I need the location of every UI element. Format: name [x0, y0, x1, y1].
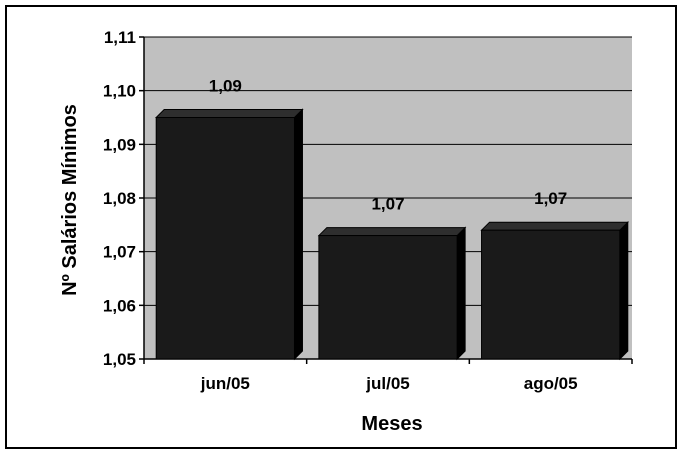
bar-side: [619, 220, 629, 361]
bar-front: [318, 235, 458, 360]
bar: [480, 220, 630, 361]
y-tick-label: 1,09: [103, 135, 136, 154]
bar-side: [293, 108, 303, 361]
y-tick-label: 1,06: [103, 296, 136, 315]
data-labels: 1,09 1,07 1,07: [209, 77, 567, 214]
bar-front: [481, 229, 621, 360]
data-label: 1,09: [209, 77, 242, 96]
y-tick-label: 1,05: [103, 350, 136, 369]
x-tick-label: jun/05: [200, 374, 250, 393]
bar: [317, 226, 467, 361]
x-axis-title: Meses: [361, 413, 422, 435]
y-tick-labels: 1,05 1,06 1,07 1,08 1,09 1,10 1,11: [103, 28, 136, 369]
y-tick-label: 1,07: [103, 243, 136, 262]
bar-front: [155, 117, 295, 360]
data-label: 1,07: [534, 189, 567, 208]
bar-side: [456, 226, 466, 361]
bar-top: [317, 227, 467, 237]
data-label: 1,07: [371, 195, 404, 214]
y-tick-label: 1,10: [103, 82, 136, 101]
x-tick-label: ago/05: [524, 374, 578, 393]
bar: [154, 108, 304, 361]
bars: [154, 108, 630, 361]
x-tick-labels: jun/05 jul/05 ago/05: [143, 359, 633, 393]
bar-top: [154, 109, 304, 118]
x-tick-label: jul/05: [365, 374, 409, 393]
bar-top: [480, 221, 630, 231]
y-tick-label: 1,08: [103, 189, 136, 208]
y-tick-label: 1,11: [104, 28, 136, 47]
y-axis-title: Nº Salários Mínimos: [59, 104, 81, 296]
